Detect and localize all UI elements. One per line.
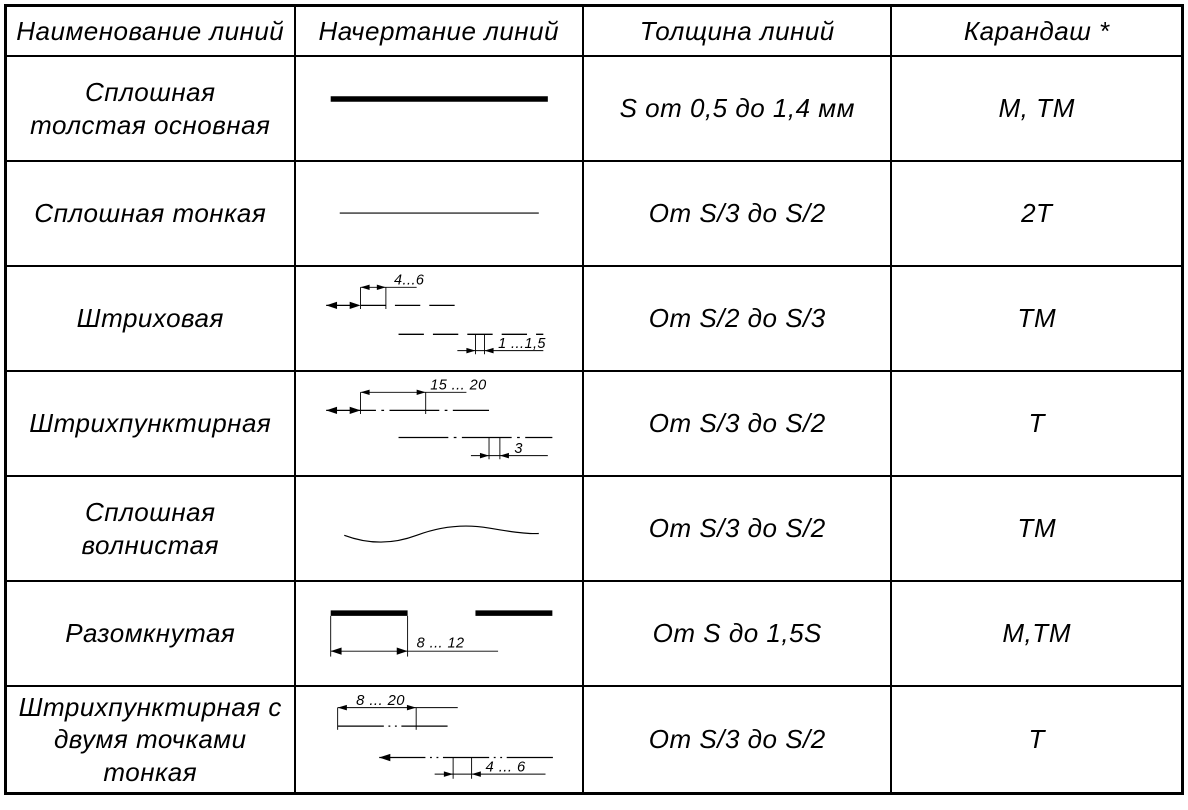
table-row: Сплошнаятолстая основная S от 0,5 до 1,4… bbox=[7, 57, 1181, 162]
line-sample: 8 ... 12 bbox=[296, 582, 585, 685]
svg-text:4 ... 6: 4 ... 6 bbox=[485, 759, 525, 775]
svg-text:8 ... 12: 8 ... 12 bbox=[416, 636, 464, 652]
line-types-table: Наименование линий Начертание линий Толщ… bbox=[4, 4, 1184, 795]
line-sample bbox=[296, 477, 585, 580]
line-sample: 15 ... 20 3 bbox=[296, 372, 585, 475]
line-pencil: ТМ bbox=[892, 267, 1181, 370]
header-name: Наименование линий bbox=[7, 7, 296, 55]
line-name: Штриховая bbox=[7, 267, 296, 370]
line-thickness: От S/3 до S/2 bbox=[584, 687, 892, 792]
line-sample: 4...6 1 ...1,5 bbox=[296, 267, 585, 370]
line-name: Сплошнаятолстая основная bbox=[7, 57, 296, 160]
line-name: Сплошная тонкая bbox=[7, 162, 296, 265]
table-row: Сплошная тонкая От S/3 до S/2 2Т bbox=[7, 162, 1181, 267]
table-row: Штрихпунктирная сдвумя точками тонкая 8 … bbox=[7, 687, 1181, 792]
line-pencil: Т bbox=[892, 372, 1181, 475]
line-name: Штрихпунктирная сдвумя точками тонкая bbox=[7, 687, 296, 792]
line-thickness: От S/3 до S/2 bbox=[584, 372, 892, 475]
table-header: Наименование линий Начертание линий Толщ… bbox=[7, 7, 1181, 57]
line-name: Штрихпунктирная bbox=[7, 372, 296, 475]
dashed-icon: 4...6 1 ...1,5 bbox=[302, 271, 577, 366]
line-name: Сплошная волнистая bbox=[7, 477, 296, 580]
line-pencil: 2Т bbox=[892, 162, 1181, 265]
dash-dot-dot-icon: 8 ... 20 4 ... 6 bbox=[302, 691, 577, 788]
wavy-icon bbox=[302, 481, 577, 576]
table-row: Сплошная волнистая От S/3 до S/2 ТМ bbox=[7, 477, 1181, 582]
dash-dot-icon: 15 ... 20 3 bbox=[302, 376, 577, 471]
open-icon: 8 ... 12 bbox=[302, 586, 577, 681]
line-sample bbox=[296, 57, 585, 160]
line-pencil: М, ТМ bbox=[892, 57, 1181, 160]
solid-thick-icon bbox=[302, 61, 577, 156]
header-thickness: Толщина линий bbox=[584, 7, 892, 55]
line-thickness: S от 0,5 до 1,4 мм bbox=[584, 57, 892, 160]
svg-text:15 ... 20: 15 ... 20 bbox=[430, 378, 486, 394]
svg-text:4...6: 4...6 bbox=[394, 273, 425, 289]
line-thickness: От S/3 до S/2 bbox=[584, 477, 892, 580]
line-pencil: ТМ bbox=[892, 477, 1181, 580]
header-style: Начертание линий bbox=[296, 7, 585, 55]
line-sample bbox=[296, 162, 585, 265]
svg-text:8 ... 20: 8 ... 20 bbox=[356, 693, 405, 709]
table-row: Штриховая 4...6 bbox=[7, 267, 1181, 372]
line-thickness: От S/3 до S/2 bbox=[584, 162, 892, 265]
line-name: Разомкнутая bbox=[7, 582, 296, 685]
line-thickness: От S до 1,5S bbox=[584, 582, 892, 685]
line-sample: 8 ... 20 4 ... 6 bbox=[296, 687, 585, 792]
line-pencil: М,ТМ bbox=[892, 582, 1181, 685]
header-pencil: Карандаш * bbox=[892, 7, 1181, 55]
table-row: Штрихпунктирная 15 ... 20 bbox=[7, 372, 1181, 477]
line-pencil: Т bbox=[892, 687, 1181, 792]
svg-text:3: 3 bbox=[514, 441, 523, 457]
table-row: Разомкнутая 8 ... 12 От S до 1,5S М,ТМ bbox=[7, 582, 1181, 687]
svg-text:1 ...1,5: 1 ...1,5 bbox=[498, 336, 546, 352]
line-thickness: От S/2 до S/3 bbox=[584, 267, 892, 370]
solid-thin-icon bbox=[302, 166, 577, 261]
